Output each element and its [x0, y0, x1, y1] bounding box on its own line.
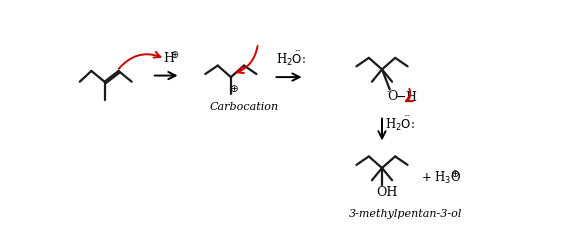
Text: 3-methylpentan-3-ol: 3-methylpentan-3-ol	[348, 208, 462, 218]
Text: $\oplus$: $\oplus$	[170, 49, 180, 59]
Text: H: H	[164, 51, 175, 64]
Text: $\oplus$: $\oplus$	[229, 82, 239, 93]
Text: H$_2\ddot{\mathrm{O}}$:: H$_2\ddot{\mathrm{O}}$:	[276, 50, 306, 68]
Text: $+$ H$_3$O: $+$ H$_3$O	[420, 170, 461, 185]
Text: $-$H: $-$H	[395, 89, 418, 103]
Text: H$_2\ddot{\mathrm{O}}$:: H$_2\ddot{\mathrm{O}}$:	[385, 114, 415, 133]
Text: OH: OH	[377, 185, 398, 198]
Text: Carbocation: Carbocation	[209, 101, 278, 111]
Text: O: O	[388, 90, 398, 103]
Text: $\ddot{}$: $\ddot{}$	[386, 86, 392, 96]
Text: $\oplus$: $\oplus$	[450, 167, 460, 178]
